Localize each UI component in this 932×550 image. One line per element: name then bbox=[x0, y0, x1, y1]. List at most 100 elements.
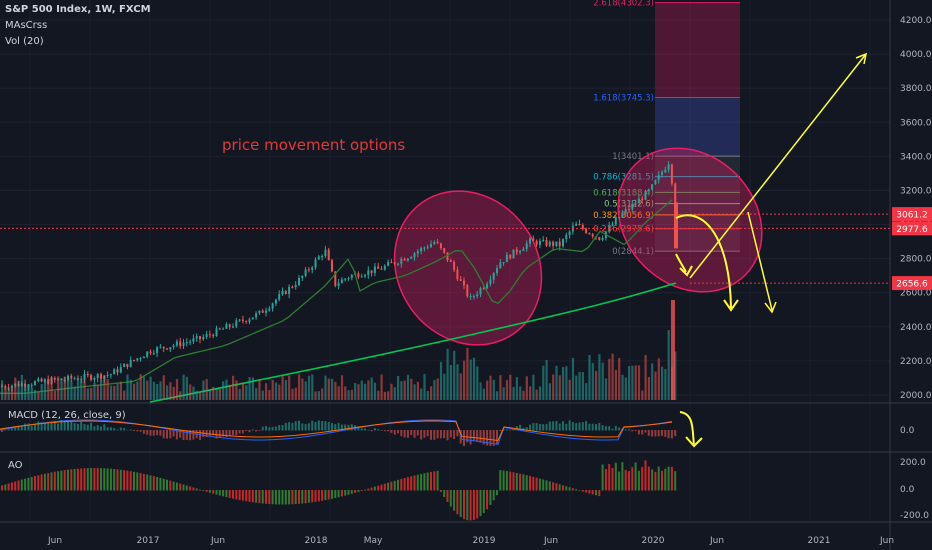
volume-bar bbox=[581, 372, 584, 400]
macd-histogram-bar bbox=[535, 423, 538, 431]
macd-histogram-bar bbox=[604, 426, 607, 431]
ao-bar bbox=[387, 482, 390, 491]
volume-bar bbox=[1, 380, 4, 400]
ao-bar bbox=[571, 488, 574, 491]
volume-bar bbox=[126, 374, 129, 400]
arrow-path bbox=[747, 211, 773, 311]
ao-bar bbox=[142, 473, 145, 491]
volume-bar bbox=[123, 390, 126, 400]
ao-bar bbox=[202, 490, 205, 491]
volume-bar bbox=[558, 375, 561, 400]
macd-histogram-bar bbox=[601, 425, 604, 431]
ao-bar bbox=[241, 490, 244, 501]
candle-body bbox=[522, 248, 525, 251]
candle-body bbox=[298, 277, 300, 286]
macd-histogram-bar bbox=[235, 430, 238, 436]
x-axis-tick-label: Jun bbox=[47, 536, 62, 546]
ao-bar bbox=[311, 490, 314, 503]
macd-histogram-bar bbox=[364, 428, 366, 431]
macd-histogram-bar bbox=[43, 422, 46, 431]
ao-bar bbox=[383, 483, 386, 491]
ao-bar bbox=[512, 472, 515, 491]
macd-histogram-bar bbox=[350, 424, 353, 431]
price-tag-label: 3061.2 bbox=[896, 211, 928, 221]
ao-bar bbox=[651, 469, 654, 491]
macd-histogram-bar bbox=[298, 420, 300, 431]
ao-bar bbox=[519, 473, 522, 491]
ao-bar bbox=[265, 490, 267, 504]
ao-bar bbox=[238, 490, 241, 501]
macd-histogram-bar bbox=[578, 422, 581, 431]
macd-histogram-bar bbox=[123, 428, 126, 431]
candle-body bbox=[40, 378, 43, 382]
volume-bar bbox=[172, 386, 175, 400]
volume-bar bbox=[182, 374, 185, 400]
candle-body bbox=[146, 351, 149, 357]
candle-body bbox=[360, 276, 363, 278]
macd-histogram-bar bbox=[70, 421, 73, 431]
ao-bar bbox=[545, 480, 548, 491]
volume-bar bbox=[83, 378, 86, 400]
ao-bar bbox=[50, 472, 53, 491]
candle-body bbox=[142, 356, 145, 359]
macd-histogram-bar bbox=[10, 428, 13, 431]
ao-bar bbox=[426, 472, 429, 491]
volume-bar bbox=[595, 370, 598, 400]
volume-bar bbox=[400, 381, 403, 400]
candle-body bbox=[466, 285, 469, 297]
macd-axis-label: 0.0 bbox=[900, 426, 915, 436]
volume-bar bbox=[212, 386, 215, 400]
indicator-volume-label: Vol (20) bbox=[5, 36, 44, 47]
volume-bar bbox=[505, 380, 509, 400]
candle-body bbox=[334, 271, 337, 286]
macd-histogram-bar bbox=[591, 423, 594, 431]
candle-body bbox=[591, 234, 594, 237]
macd-histogram-bar bbox=[443, 430, 446, 439]
volume-bar bbox=[215, 389, 218, 400]
macd-histogram-bar bbox=[331, 422, 333, 431]
ao-bar bbox=[136, 472, 139, 491]
candle-body bbox=[482, 288, 485, 290]
macd-histogram-bar bbox=[159, 430, 162, 436]
ao-bar bbox=[628, 471, 630, 491]
candle-body bbox=[37, 378, 40, 382]
ao-bar bbox=[664, 468, 667, 491]
ao-bar bbox=[472, 490, 475, 520]
volume-bar bbox=[439, 361, 443, 400]
ao-bar bbox=[109, 468, 112, 491]
volume-bar bbox=[628, 366, 631, 400]
volume-bar bbox=[7, 387, 10, 400]
candle-body bbox=[410, 257, 413, 259]
candle-body bbox=[274, 299, 277, 304]
volume-bar bbox=[106, 379, 109, 400]
ao-bar bbox=[90, 468, 93, 491]
macd-histogram-bar bbox=[274, 426, 277, 431]
fib-zone bbox=[655, 2, 740, 98]
ao-bar bbox=[70, 469, 73, 491]
ao-bar bbox=[192, 487, 195, 491]
candle-body bbox=[136, 358, 139, 361]
macd-histogram-bar bbox=[453, 430, 456, 440]
ao-bar bbox=[598, 490, 601, 497]
candle-body bbox=[133, 359, 135, 361]
volume-bar bbox=[281, 375, 284, 400]
candle-body bbox=[291, 286, 294, 288]
candle-body bbox=[463, 280, 465, 286]
macd-histogram-bar bbox=[413, 430, 416, 438]
candle-body bbox=[585, 229, 588, 233]
candle-body bbox=[80, 379, 83, 381]
candle-body bbox=[502, 262, 505, 264]
candle-body bbox=[307, 269, 310, 271]
volume-bar bbox=[433, 380, 436, 400]
ao-bar bbox=[552, 482, 555, 491]
candle-body bbox=[496, 268, 498, 274]
volume-bar bbox=[519, 386, 522, 400]
ao-bar bbox=[17, 480, 20, 491]
ao-bar bbox=[212, 490, 215, 494]
volume-bar bbox=[248, 377, 251, 400]
ao-bar bbox=[413, 475, 416, 491]
macd-histogram-bar bbox=[423, 430, 426, 438]
ao-bar bbox=[482, 490, 485, 514]
volume-bar bbox=[443, 373, 446, 400]
